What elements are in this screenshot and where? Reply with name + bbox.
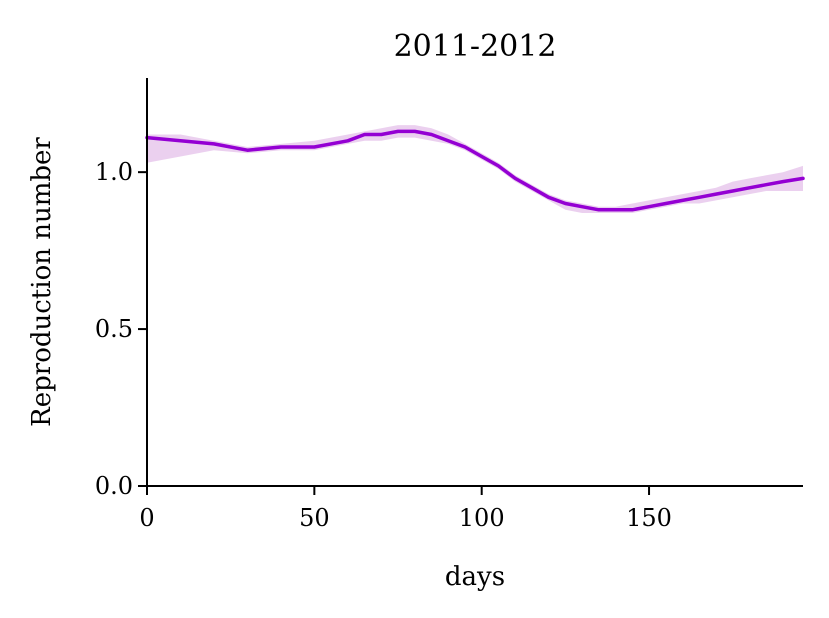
plot-area: 0 50 100 150 0.0 0.5 1.0 (95, 78, 805, 532)
y-tick-label: 0.0 (95, 472, 133, 500)
chart-title: 2011-2012 (394, 29, 557, 64)
y-tick-label: 0.5 (95, 315, 133, 343)
confidence-band (147, 125, 803, 213)
x-tick-label: 150 (626, 504, 672, 532)
x-axis-label: days (445, 562, 505, 592)
x-tick-label: 0 (139, 504, 154, 532)
y-axis-label: Reproduction number (27, 137, 57, 427)
series-line (145, 129, 805, 212)
y-tick-label: 1.0 (95, 158, 133, 186)
x-tick-label: 50 (299, 504, 330, 532)
x-tick-label: 100 (459, 504, 505, 532)
